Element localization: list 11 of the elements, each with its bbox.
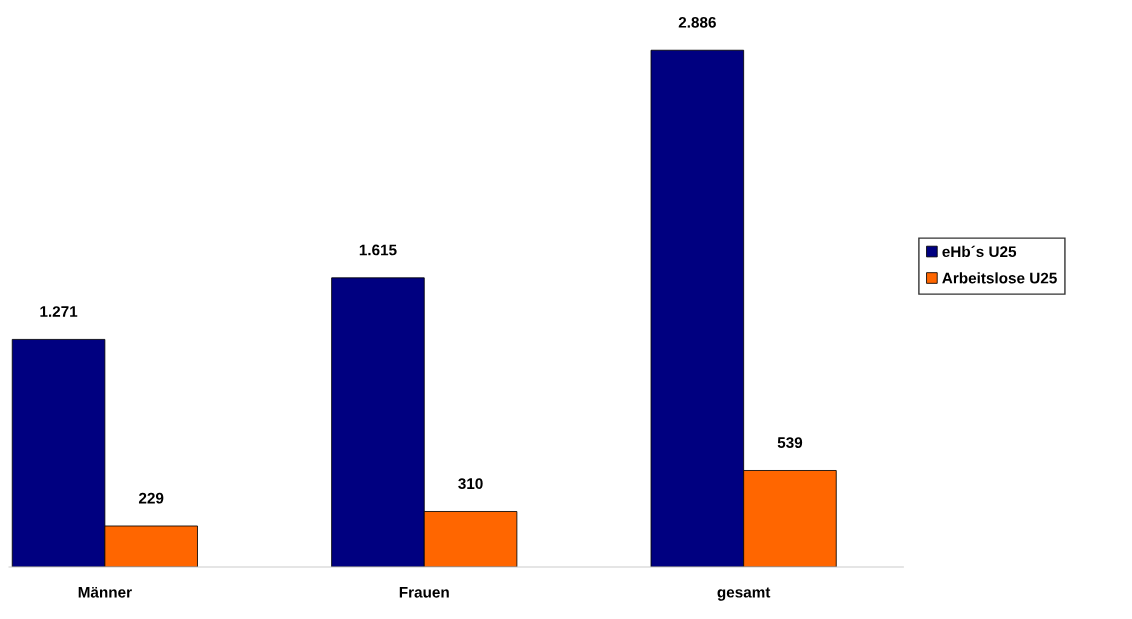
data-label: 539 [777,437,803,449]
x-tick-label: gesamt [717,587,771,601]
data-label: 310 [458,478,483,490]
legend-label: eHb´s U25 [942,245,1017,258]
data-label: 1.271 [40,306,78,317]
x-tick-label: Frauen [399,587,449,598]
data-label: 2.886 [678,16,716,28]
legend-label: Arbeitslose U25 [942,272,1057,284]
x-tick-label: Männer [78,586,132,598]
data-label: 1.615 [359,244,397,256]
data-label: 229 [138,492,164,504]
